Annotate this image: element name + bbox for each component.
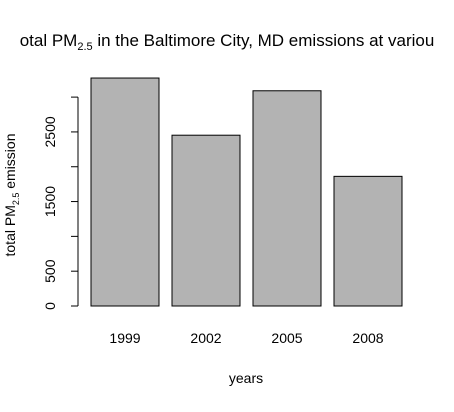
x-tick-label-2002: 2002 bbox=[190, 330, 221, 346]
x-tick-label-2005: 2005 bbox=[271, 330, 302, 346]
y-tick-label-500: 500 bbox=[42, 259, 58, 283]
y-axis-label-suffix: emission bbox=[2, 133, 18, 192]
chart-title-prefix: otal PM bbox=[20, 31, 78, 50]
x-tick-label-1999: 1999 bbox=[109, 330, 140, 346]
x-axis-label: years bbox=[229, 370, 263, 386]
bar-2005 bbox=[252, 90, 322, 307]
y-axis-label: total PM2.5 emission bbox=[2, 133, 21, 256]
chart-title-subscript: 2.5 bbox=[77, 41, 92, 53]
y-axis-label-subscript: 2.5 bbox=[11, 193, 21, 206]
bar-2008 bbox=[333, 175, 403, 307]
y-tick-label-0: 0 bbox=[42, 302, 58, 310]
bar-1999 bbox=[90, 77, 160, 307]
x-tick-labels: 1999 2002 2005 2008 bbox=[109, 330, 383, 346]
bars-group bbox=[90, 77, 403, 307]
y-axis: 0 500 1500 2500 bbox=[42, 96, 79, 310]
chart-title: otal PM2.5 in the Baltimore City, MD emi… bbox=[20, 31, 435, 53]
y-tick-label-2500: 2500 bbox=[42, 116, 58, 147]
y-tick-label-1500: 1500 bbox=[42, 186, 58, 217]
x-tick-label-2008: 2008 bbox=[352, 330, 383, 346]
y-axis-label-prefix: total PM bbox=[2, 205, 18, 256]
chart-title-suffix: in the Baltimore City, MD emissions at v… bbox=[93, 31, 435, 50]
bar-2002 bbox=[171, 134, 241, 307]
